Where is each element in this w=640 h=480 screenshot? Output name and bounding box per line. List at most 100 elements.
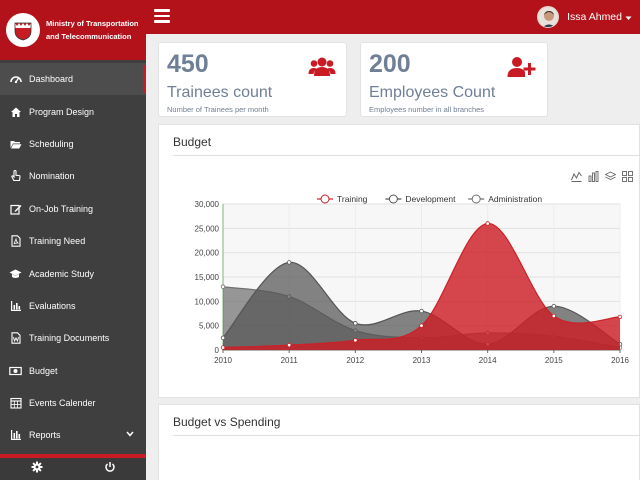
hamburger-line	[154, 14, 170, 17]
sidebar-item-label: Scheduling	[29, 138, 74, 149]
line-chart-toggle-button[interactable]	[570, 170, 582, 182]
employees-count-number: 200	[369, 50, 411, 78]
user-menu[interactable]: Issa Ahmed	[537, 0, 640, 34]
data-point	[286, 342, 292, 348]
data-point	[419, 323, 424, 328]
sidebar-item-label: Events Calender	[29, 398, 96, 409]
sidebar-item-training-documents[interactable]: Training Documents	[0, 322, 146, 354]
top-bar: Issa Ahmed	[146, 0, 640, 34]
sidebar-nav: Dashboard Program Design Scheduling Nomi…	[0, 63, 146, 452]
y-tick-label: 20,000	[195, 249, 220, 258]
data-point	[551, 313, 557, 319]
home-icon	[9, 105, 22, 118]
word-file-icon	[9, 332, 22, 345]
sidebar-item-training-need[interactable]: Training Need	[0, 225, 146, 257]
employees-stat-card: 200 Employees Count Employees number in …	[360, 42, 548, 117]
sidebar-item-label: On-Job Training	[29, 203, 94, 214]
data-point	[220, 284, 226, 289]
sidebar-item-reports[interactable]: Reports	[0, 419, 146, 451]
data-point	[485, 221, 490, 226]
user-plus-icon	[507, 55, 537, 84]
y-tick-label: 0	[215, 346, 220, 355]
sidebar-item-label: Academic Study	[29, 268, 95, 279]
power-icon	[104, 460, 116, 478]
data-point	[220, 335, 226, 341]
x-tick-label: 2010	[214, 356, 232, 365]
edit-icon	[9, 202, 22, 215]
brand-title: Ministry of Transportation and Telecommu…	[46, 17, 139, 43]
x-tick-label: 2011	[281, 356, 299, 365]
report-chart-icon	[9, 429, 22, 442]
calendar-icon	[9, 397, 22, 410]
tiled-toggle-button[interactable]	[621, 170, 633, 182]
sidebar-item-label: Training Documents	[29, 333, 110, 344]
bar-chart-icon	[9, 299, 22, 312]
gear-icon	[31, 460, 43, 478]
sidebar-item-events-calender[interactable]: Events Calender	[0, 387, 146, 419]
graduation-cap-icon	[9, 267, 22, 280]
divider	[173, 435, 639, 436]
budget-panel-title: Budget	[173, 135, 212, 149]
folder-icon	[9, 137, 22, 150]
data-point	[220, 345, 226, 350]
data-point	[353, 321, 358, 326]
data-point	[617, 314, 623, 320]
data-point	[419, 308, 424, 314]
budget-panel: Budget 0 5,000 10,000 15,000 20,000 25,000 30,…	[158, 124, 640, 398]
sidebar: Ministry of Transportation and Telecommu…	[0, 0, 146, 480]
avatar	[537, 6, 560, 28]
sidebar-item-scheduling[interactable]: Scheduling	[0, 128, 146, 160]
trainees-count-title: Trainees count	[167, 84, 273, 101]
x-tick-label: 2012	[346, 356, 364, 365]
y-tick-label: 25,000	[195, 224, 220, 233]
user-name: Issa Ahmed	[567, 11, 622, 23]
data-point	[551, 303, 557, 309]
sidebar-item-label: Program Design	[29, 106, 95, 117]
brand-line-2: and Telecommunication	[46, 32, 132, 41]
sidebar-item-evaluations[interactable]: Evaluations	[0, 290, 146, 322]
sidebar-item-label: Reports	[29, 430, 61, 441]
sidebar-item-on-job-training[interactable]: On-Job Training	[0, 193, 146, 225]
y-tick-label: 10,000	[195, 297, 220, 306]
hamburger-line	[154, 9, 170, 12]
x-tick-label: 2016	[611, 356, 629, 365]
pdf-file-icon	[9, 235, 22, 248]
divider	[173, 155, 639, 156]
trainees-count-number: 450	[167, 50, 209, 78]
y-tick-label: 5,000	[199, 322, 220, 331]
data-point	[353, 338, 358, 343]
data-point	[286, 260, 292, 265]
x-tick-label: 2015	[545, 356, 563, 365]
legend-label: Administration	[488, 194, 542, 204]
trainees-count-subtitle: Number of Trainees per month	[167, 105, 269, 114]
money-icon	[9, 364, 22, 377]
chevron-down-icon	[625, 8, 632, 26]
chevron-down-icon[interactable]	[126, 429, 134, 439]
sidebar-item-program-design[interactable]: Program Design	[0, 95, 146, 127]
employees-count-title: Employees Count	[369, 84, 496, 101]
x-tick-label: 2014	[479, 356, 497, 365]
settings-button[interactable]	[0, 458, 73, 480]
chart-toolbox	[570, 170, 633, 182]
budget-vs-spending-panel-title: Budget vs Spending	[173, 415, 281, 429]
stack-toggle-button[interactable]	[604, 170, 616, 182]
x-tick-label: 2013	[413, 356, 431, 365]
budget-chart: 0 5,000 10,000 15,000 20,000 25,000 30,000 2010…	[195, 194, 630, 365]
ministry-logo	[6, 13, 40, 47]
y-tick-label: 15,000	[195, 273, 220, 282]
bar-chart-toggle-button[interactable]	[587, 170, 599, 182]
sidebar-item-budget[interactable]: Budget	[0, 355, 146, 387]
legend-marker	[471, 194, 481, 204]
sidebar-item-label: Nomination	[29, 171, 75, 182]
employees-count-subtitle: Employees number in all branches	[369, 105, 485, 114]
sidebar-item-label: Evaluations	[29, 300, 76, 311]
sidebar-item-academic-study[interactable]: Academic Study	[0, 257, 146, 289]
menu-toggle-button[interactable]	[154, 9, 170, 23]
sidebar-item-dashboard[interactable]: Dashboard	[0, 63, 146, 96]
series-area-training	[223, 223, 620, 350]
dashboard-icon	[9, 73, 22, 86]
sidebar-item-label: Training Need	[29, 236, 86, 247]
logout-button[interactable]	[73, 458, 146, 480]
sidebar-item-nomination[interactable]: Nomination	[0, 160, 146, 192]
budget-vs-spending-panel: Budget vs Spending	[158, 404, 640, 480]
